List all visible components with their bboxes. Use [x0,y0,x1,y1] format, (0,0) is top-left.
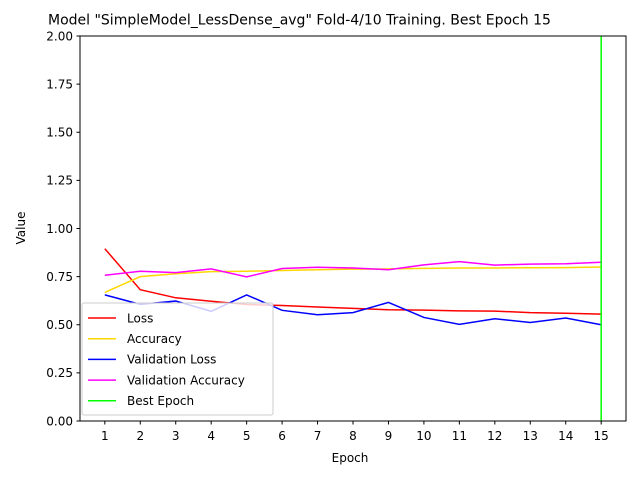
y-tick-label: 0.00 [46,414,73,428]
y-tick-label: 2.00 [46,29,73,43]
legend-label-0: Loss [127,311,153,325]
x-tick-label: 14 [558,429,573,443]
x-tick-label: 9 [385,429,393,443]
x-tick-label: 5 [243,429,251,443]
x-axis: 1 2 3 4 5 6 7 8 9 10 11 12 13 14 15 [101,421,609,443]
x-tick-label: 10 [416,429,431,443]
chart-title: Model "SimpleModel_LessDense_avg" Fold-4… [48,13,551,29]
legend-label-3: Validation Accuracy [127,373,245,387]
y-tick-label: 0.75 [46,270,73,284]
y-tick-label: 1.00 [46,222,73,236]
x-tick-label: 8 [349,429,357,443]
series-line-1 [104,266,602,294]
x-tick-label: 6 [278,429,286,443]
y-tick-label: 1.50 [46,126,73,140]
y-axis-label: Value [14,212,28,245]
legend-label-2: Validation Loss [127,353,216,367]
x-tick-label: 13 [523,429,538,443]
x-tick-label: 12 [487,429,502,443]
series-line-0 [104,248,602,315]
y-tick-label: 0.50 [46,318,73,332]
x-tick-label: 4 [207,429,215,443]
x-tick-label: 7 [314,429,322,443]
legend: Loss Accuracy Validation Loss Validation Ac… [81,302,274,416]
legend-label-1: Accuracy [127,332,182,346]
legend-box [81,302,274,416]
y-tick-label: 1.75 [46,77,73,91]
legend-label-4: Best Epoch [127,394,194,408]
x-tick-label: 11 [452,429,467,443]
x-tick-label: 1 [101,429,109,443]
y-tick-label: 1.25 [46,174,73,188]
y-tick-label: 0.25 [46,366,73,380]
x-axis-label: Epoch [332,451,369,465]
x-tick-label: 3 [172,429,180,443]
x-tick-label: 15 [594,429,609,443]
y-axis: 0.00 0.25 0.50 0.75 1.00 1.25 1.50 1.75 2.00 [46,29,80,428]
series-line-3 [104,260,602,278]
x-tick-label: 2 [136,429,144,443]
